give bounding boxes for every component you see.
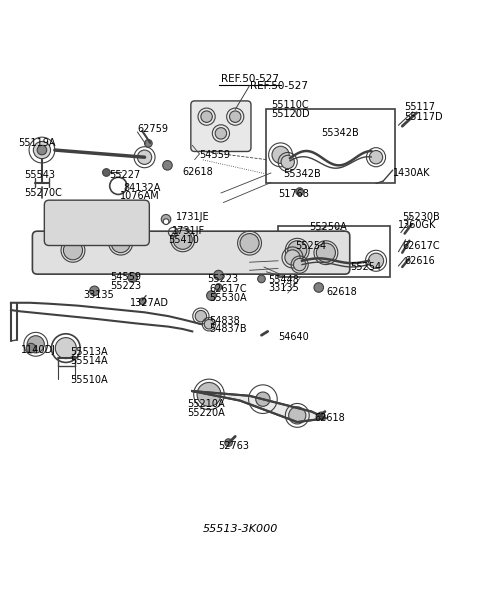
Text: 55110C: 55110C	[271, 100, 309, 110]
Circle shape	[34, 141, 50, 159]
Circle shape	[293, 259, 306, 271]
Circle shape	[225, 439, 232, 446]
Circle shape	[288, 241, 307, 260]
Text: 55117: 55117	[405, 102, 436, 112]
Circle shape	[369, 151, 383, 164]
Text: 33135: 33135	[84, 290, 114, 300]
Circle shape	[173, 230, 192, 249]
Text: 55513A: 55513A	[71, 347, 108, 357]
Text: 55513-3K000: 55513-3K000	[202, 524, 278, 534]
Text: 54640: 54640	[278, 332, 309, 342]
Circle shape	[215, 284, 222, 290]
Text: 55254: 55254	[350, 262, 381, 272]
Text: 55270C: 55270C	[24, 188, 62, 198]
Circle shape	[256, 392, 270, 406]
Text: 55342B: 55342B	[283, 169, 321, 179]
Text: 1430AK: 1430AK	[393, 168, 430, 178]
Text: 54559: 54559	[110, 272, 141, 283]
Text: 62618: 62618	[314, 413, 345, 423]
Text: 1731JE: 1731JE	[176, 212, 209, 222]
Circle shape	[314, 283, 324, 292]
Circle shape	[111, 234, 130, 253]
Text: 62616: 62616	[405, 256, 435, 266]
FancyBboxPatch shape	[44, 200, 149, 246]
Circle shape	[316, 243, 336, 262]
Circle shape	[128, 273, 137, 283]
Text: 62759: 62759	[137, 123, 168, 134]
Circle shape	[90, 286, 99, 296]
Circle shape	[195, 311, 206, 322]
Text: 55250A: 55250A	[309, 222, 347, 232]
Text: 54838: 54838	[209, 316, 240, 326]
Text: 1327AD: 1327AD	[130, 298, 169, 308]
Text: 52763: 52763	[218, 441, 250, 451]
Circle shape	[163, 219, 169, 225]
Text: 55223: 55223	[207, 274, 239, 284]
Text: 55448: 55448	[269, 275, 300, 285]
Circle shape	[240, 234, 259, 253]
FancyBboxPatch shape	[191, 101, 251, 151]
Text: 33135: 33135	[269, 284, 300, 293]
Circle shape	[103, 169, 110, 176]
Text: 55117D: 55117D	[405, 111, 443, 122]
Text: 54837B: 54837B	[209, 324, 247, 334]
Bar	[278, 226, 390, 277]
Circle shape	[144, 139, 152, 147]
Text: 1076AM: 1076AM	[120, 191, 159, 201]
Text: 1360GK: 1360GK	[397, 221, 436, 231]
Circle shape	[201, 111, 212, 122]
Circle shape	[197, 383, 221, 406]
Text: 55120D: 55120D	[271, 109, 310, 119]
Circle shape	[37, 145, 47, 155]
Circle shape	[296, 188, 303, 195]
Polygon shape	[192, 391, 326, 422]
Circle shape	[26, 343, 36, 353]
Text: 55510A: 55510A	[71, 375, 108, 385]
Text: 62617C: 62617C	[402, 241, 440, 250]
Text: 62618: 62618	[183, 166, 214, 176]
Circle shape	[137, 150, 152, 164]
Circle shape	[206, 291, 216, 300]
Circle shape	[139, 298, 146, 305]
Text: REF.50-527: REF.50-527	[250, 80, 308, 91]
Text: 55254: 55254	[295, 241, 326, 252]
Circle shape	[285, 250, 300, 265]
Text: 1140DJ: 1140DJ	[21, 344, 56, 355]
FancyBboxPatch shape	[33, 231, 350, 274]
Text: 55410: 55410	[168, 235, 199, 245]
Text: 62618: 62618	[326, 287, 357, 297]
Circle shape	[229, 111, 241, 122]
Circle shape	[27, 336, 44, 353]
Text: 55119A: 55119A	[18, 138, 56, 148]
Text: 84132A: 84132A	[123, 183, 160, 193]
Circle shape	[63, 241, 83, 260]
Circle shape	[161, 215, 171, 224]
Circle shape	[215, 128, 227, 139]
Text: 55210A: 55210A	[188, 399, 225, 409]
Text: 55514A: 55514A	[71, 356, 108, 366]
Text: 55342B: 55342B	[321, 128, 359, 138]
Circle shape	[214, 271, 223, 280]
Text: 55220A: 55220A	[188, 408, 225, 418]
Text: 55530A: 55530A	[209, 293, 247, 303]
Circle shape	[258, 275, 265, 283]
Circle shape	[368, 253, 384, 268]
Circle shape	[317, 412, 325, 420]
Circle shape	[163, 160, 172, 170]
Text: 55223: 55223	[110, 281, 141, 291]
Bar	[266, 110, 395, 184]
Text: 54559: 54559	[199, 150, 230, 160]
Circle shape	[281, 156, 294, 169]
Text: 51768: 51768	[278, 189, 309, 199]
Circle shape	[288, 407, 306, 424]
Text: 55543: 55543	[24, 170, 55, 180]
Text: 62617C: 62617C	[209, 284, 247, 294]
Text: 55230B: 55230B	[402, 212, 440, 222]
Circle shape	[55, 337, 76, 359]
Circle shape	[272, 146, 289, 163]
Text: REF.50-527: REF.50-527	[220, 74, 278, 84]
Text: 1731JF: 1731JF	[172, 226, 205, 236]
Circle shape	[204, 319, 214, 329]
Text: 55227: 55227	[109, 170, 140, 180]
